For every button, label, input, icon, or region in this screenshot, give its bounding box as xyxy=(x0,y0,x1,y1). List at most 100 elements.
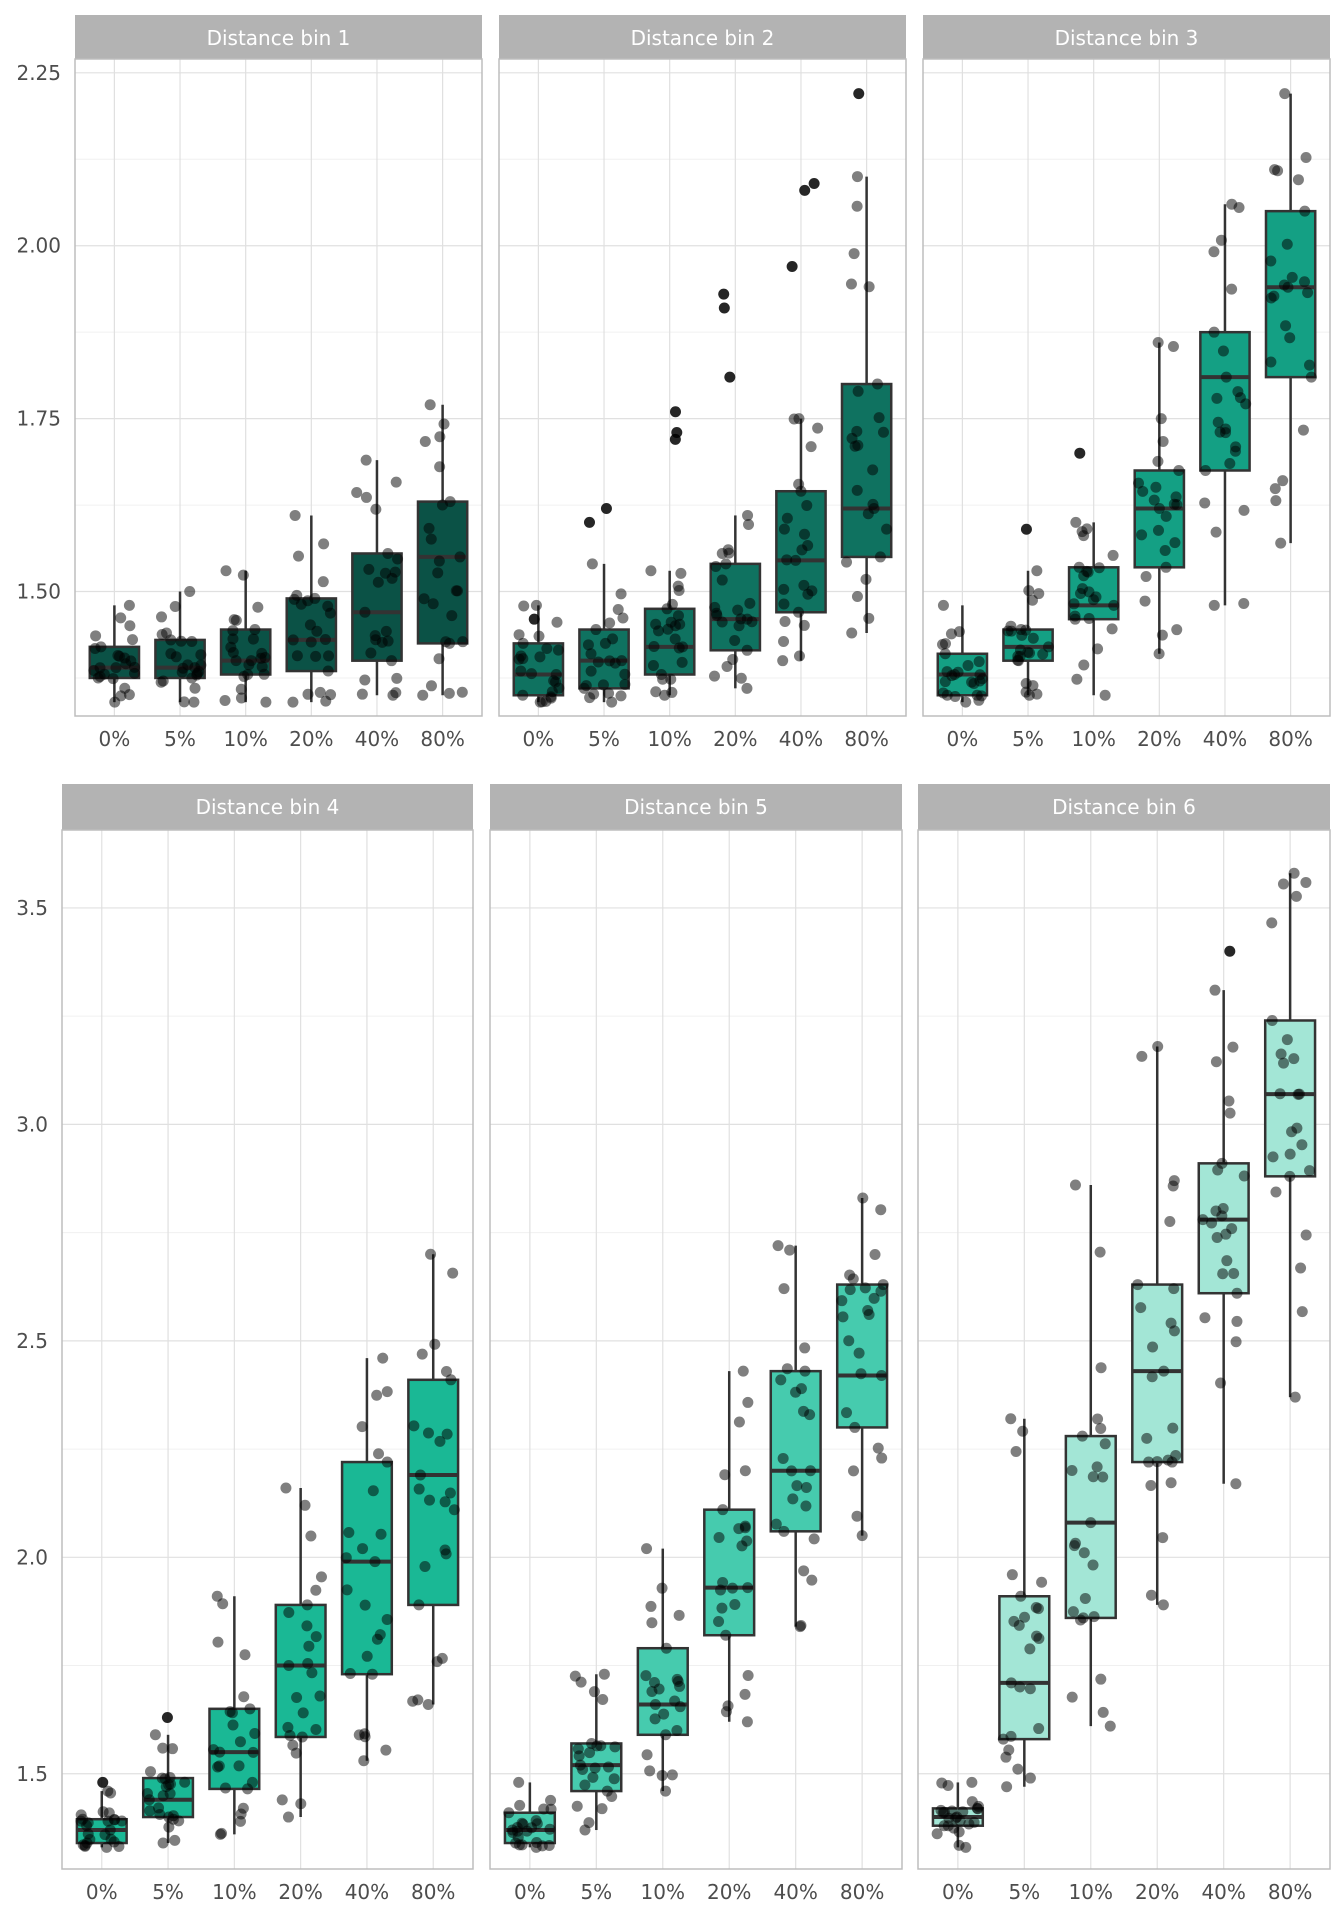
jitter-point xyxy=(436,1652,448,1664)
jitter-point xyxy=(1141,1432,1153,1444)
jitter-point xyxy=(675,567,687,579)
jitter-point xyxy=(641,1749,653,1761)
jitter-point xyxy=(1010,1446,1022,1458)
jitter-point xyxy=(1226,283,1238,295)
jitter-point xyxy=(363,563,375,575)
jitter-point xyxy=(787,1493,799,1505)
panel-border xyxy=(74,58,483,717)
plot-area-1 xyxy=(74,58,483,717)
jitter-point xyxy=(1033,588,1045,600)
jitter-point xyxy=(370,634,382,646)
jitter-point xyxy=(1238,597,1250,609)
jitter-point xyxy=(597,679,609,691)
jitter-point xyxy=(1173,464,1185,476)
jitter-point xyxy=(382,547,394,559)
jitter-point xyxy=(1238,1170,1250,1182)
jitter-point xyxy=(1238,504,1250,516)
x-tick-label: 20% xyxy=(278,1880,322,1904)
jitter-point xyxy=(1092,643,1104,655)
jitter-point xyxy=(75,1809,87,1821)
jitter-point xyxy=(1167,340,1179,352)
jitter-point xyxy=(1081,523,1093,535)
jitter-point xyxy=(1165,1317,1177,1329)
jitter-point xyxy=(169,601,181,613)
jitter-point xyxy=(949,690,961,702)
jitter-point xyxy=(966,1796,978,1808)
jitter-point xyxy=(1012,1763,1024,1775)
jitter-point xyxy=(227,647,239,659)
jitter-point xyxy=(324,607,336,619)
jitter-point xyxy=(853,1347,865,1359)
jitter-point xyxy=(89,642,101,654)
jitter-point xyxy=(1199,497,1211,509)
jitter-point xyxy=(848,248,860,260)
jitter-point xyxy=(1164,1216,1176,1228)
jitter-point xyxy=(1208,246,1220,258)
jitter-point xyxy=(291,650,303,662)
jitter-point xyxy=(778,598,790,610)
jitter-point xyxy=(772,1240,784,1252)
jitter-point xyxy=(517,1818,529,1830)
jitter-point xyxy=(1145,1589,1157,1601)
jitter-point xyxy=(741,1535,753,1547)
jitter-point xyxy=(1278,1057,1290,1069)
jitter-point xyxy=(287,634,299,646)
jitter-point xyxy=(233,1760,245,1772)
jitter-point xyxy=(1027,632,1039,644)
jitter-point xyxy=(1146,1371,1158,1383)
jitter-point xyxy=(303,1640,315,1652)
jitter-point xyxy=(1210,1056,1222,1068)
jitter-point xyxy=(1031,688,1043,700)
jitter-point xyxy=(660,1642,672,1654)
box-40% xyxy=(775,413,827,667)
jitter-point xyxy=(716,1602,728,1614)
jitter-point xyxy=(235,683,247,695)
jitter-point xyxy=(737,1365,749,1377)
jitter-point xyxy=(1160,561,1172,573)
jitter-point xyxy=(1208,326,1220,338)
jitter-point xyxy=(1208,599,1220,611)
box-40% xyxy=(1197,984,1250,1490)
jitter-point xyxy=(280,1482,292,1494)
jitter-point xyxy=(1156,629,1168,641)
jitter-point xyxy=(1232,386,1244,398)
x-tick-label: 0% xyxy=(86,1880,118,1904)
jitter-point xyxy=(1024,1683,1036,1695)
jitter-point xyxy=(876,1369,888,1381)
jitter-point xyxy=(1135,1302,1147,1314)
jitter-point xyxy=(545,1794,557,1806)
jitter-point xyxy=(188,696,200,708)
jitter-point xyxy=(1005,1677,1017,1689)
jitter-point xyxy=(1211,1232,1223,1244)
jitter-point xyxy=(777,655,789,667)
jitter-point xyxy=(1069,610,1081,622)
jitter-point xyxy=(1302,287,1314,299)
jitter-point xyxy=(1005,1413,1017,1425)
jitter-point xyxy=(440,1366,452,1378)
jitter-point xyxy=(862,508,874,520)
box-0% xyxy=(88,599,141,708)
jitter-point xyxy=(377,1352,389,1364)
jitter-point xyxy=(1300,876,1312,888)
jitter-point xyxy=(743,518,755,530)
jitter-point xyxy=(841,556,853,568)
jitter-point xyxy=(735,672,747,684)
jitter-point xyxy=(577,1764,589,1776)
jitter-point xyxy=(359,1728,371,1740)
jitter-point xyxy=(1147,1341,1159,1353)
jitter-point xyxy=(256,661,268,673)
jitter-point xyxy=(217,1598,229,1610)
jitter-point xyxy=(1221,1255,1233,1267)
jitter-point xyxy=(513,1776,525,1788)
jitter-point xyxy=(1266,1014,1278,1026)
jitter-point xyxy=(1159,545,1171,557)
jitter-point xyxy=(149,1729,161,1741)
jitter-point xyxy=(1230,1478,1242,1490)
jitter-point xyxy=(370,503,382,515)
jitter-point xyxy=(973,656,985,668)
jitter-point xyxy=(156,611,168,623)
jitter-point xyxy=(1277,878,1289,890)
jitter-point xyxy=(615,588,627,600)
jitter-point xyxy=(781,512,793,524)
jitter-point xyxy=(369,1556,381,1568)
